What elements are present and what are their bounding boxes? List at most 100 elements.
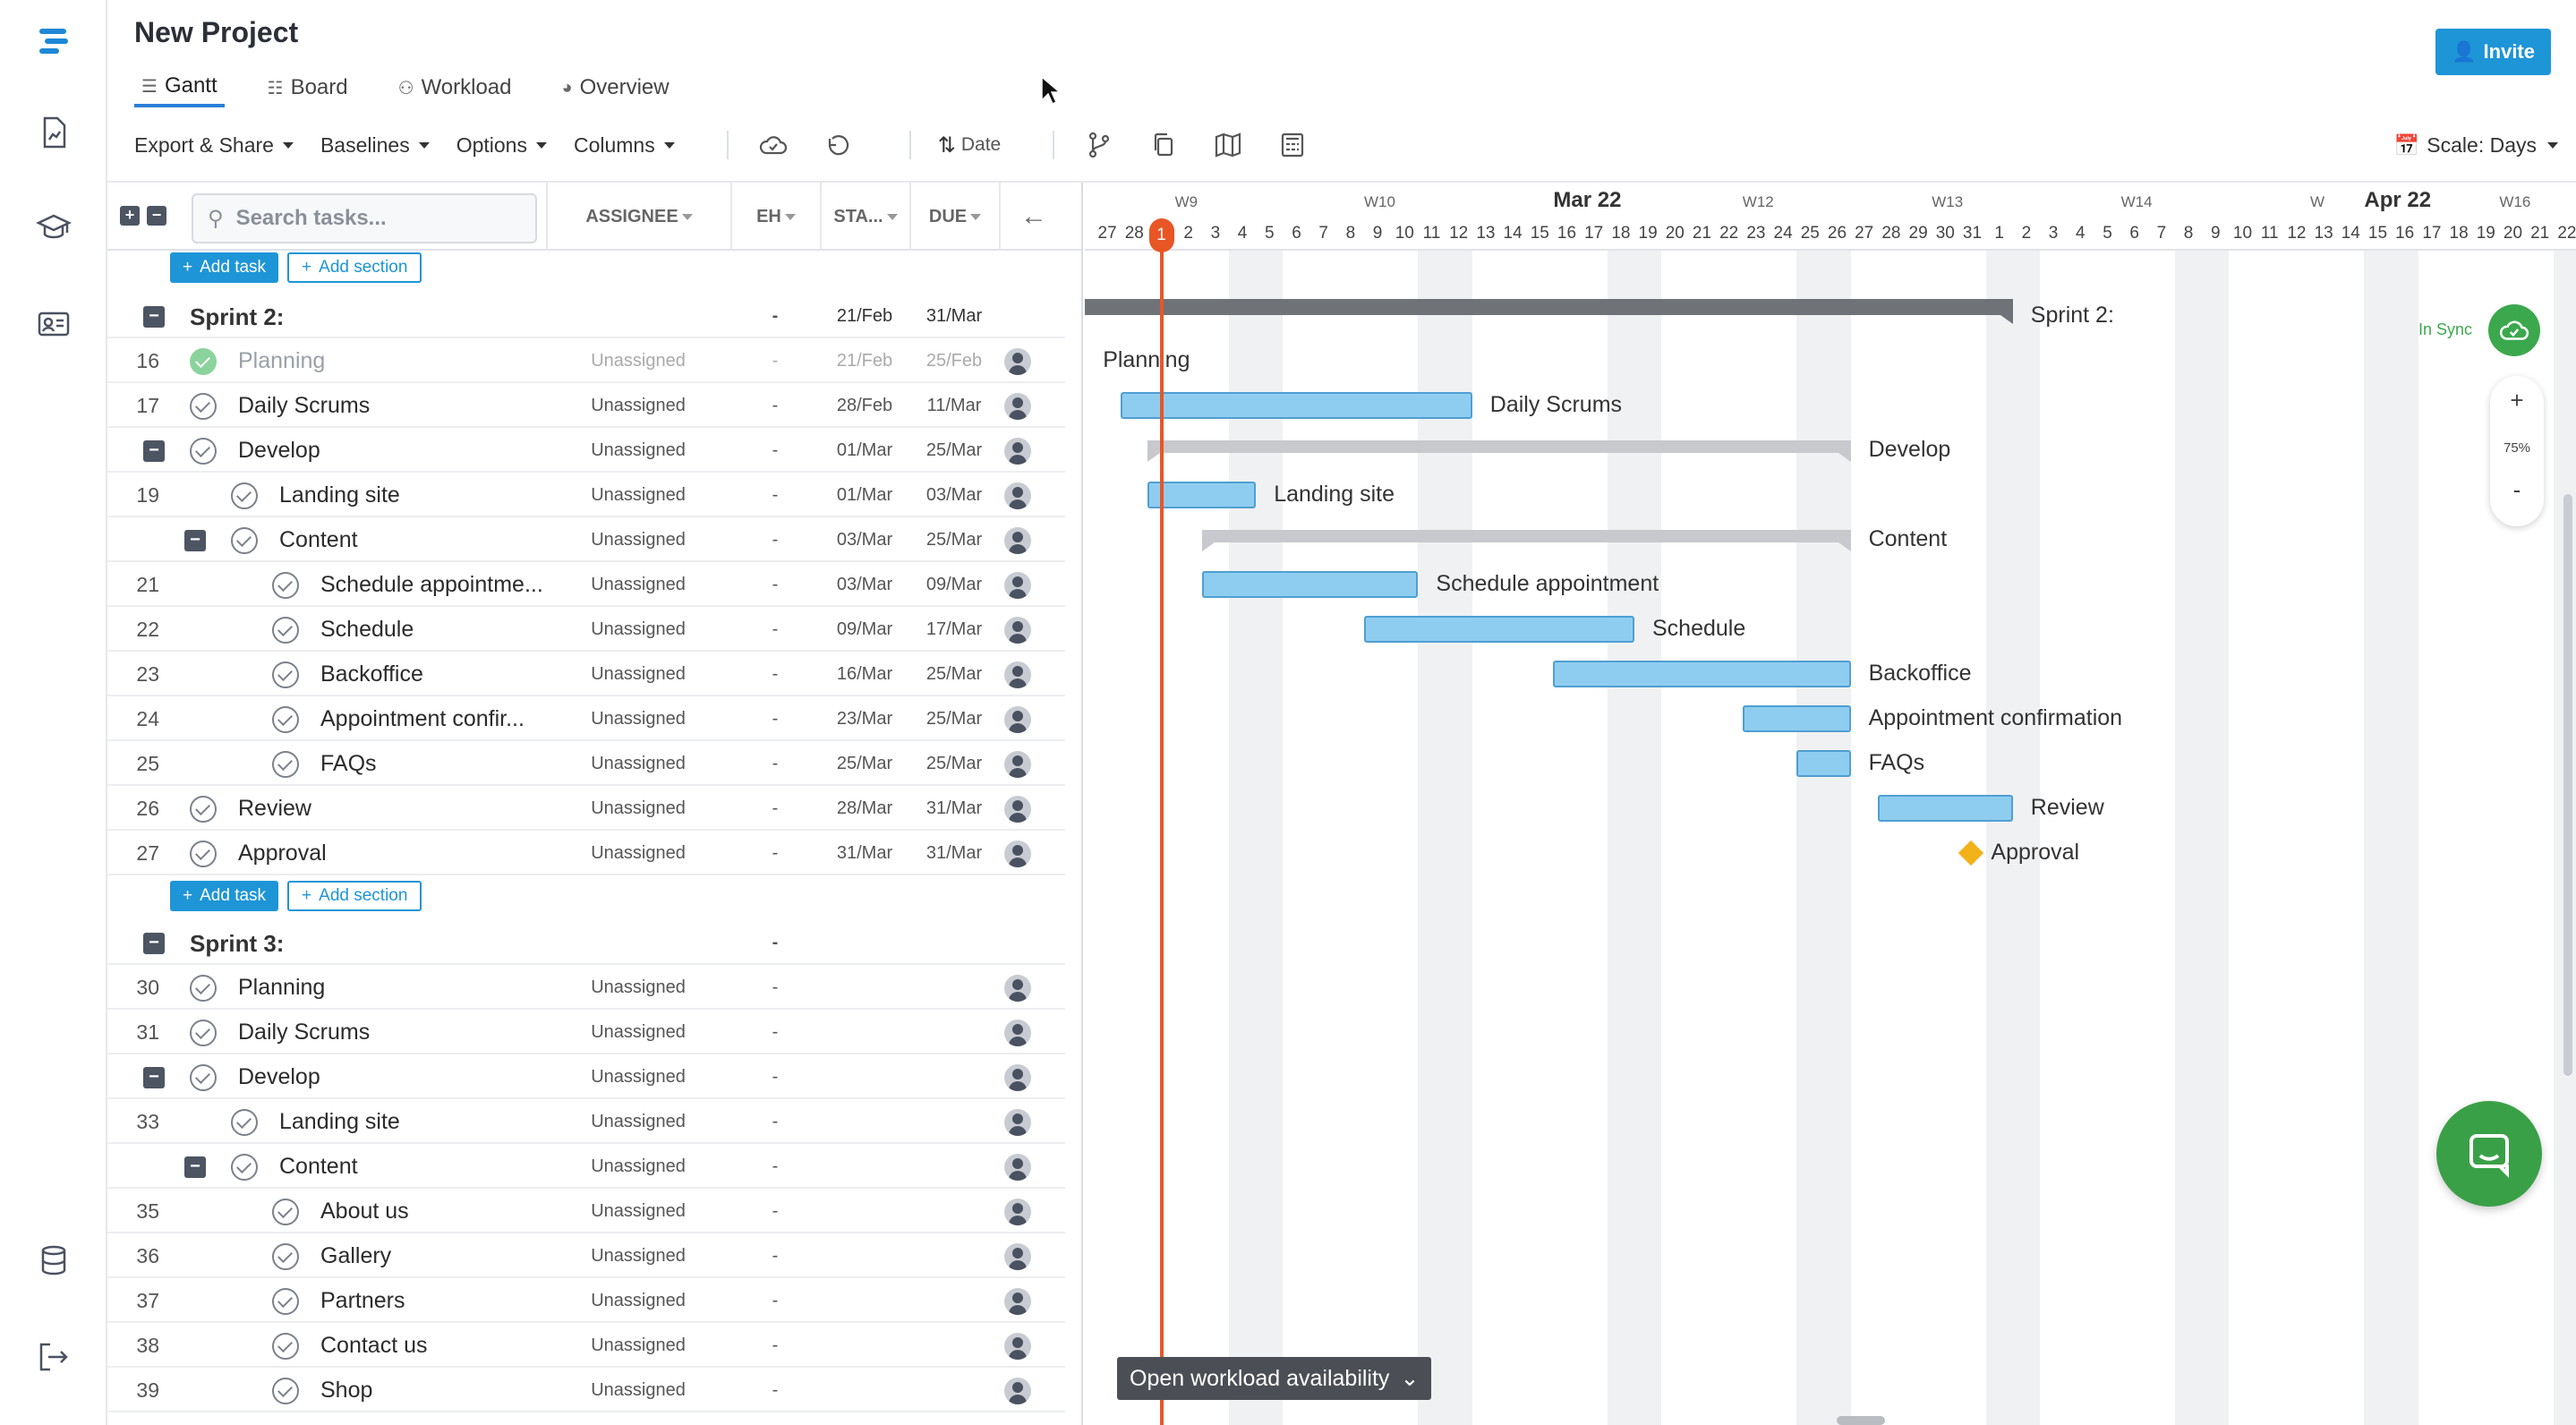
columns-menu[interactable]: Columns — [574, 133, 675, 158]
eh-cell[interactable]: - — [772, 843, 779, 863]
due-cell[interactable]: 25/Mar — [925, 440, 983, 460]
avatar[interactable] — [1004, 1333, 1031, 1360]
task-name[interactable]: Daily Scrums — [238, 393, 371, 418]
start-cell[interactable]: 01/Mar — [836, 485, 893, 505]
avatar[interactable] — [1004, 1199, 1031, 1225]
table-row[interactable]: 25 FAQs Unassigned - 25/Mar 25/Mar — [107, 741, 1065, 786]
export-share-menu[interactable]: Export & Share — [134, 133, 294, 158]
task-name[interactable]: Backoffice — [320, 661, 423, 687]
complete-checkbox[interactable] — [272, 751, 299, 778]
map-icon[interactable] — [1210, 127, 1246, 163]
collapse-group-button[interactable]: − — [184, 1156, 206, 1178]
task-name[interactable]: Approval — [238, 840, 327, 866]
complete-checkbox[interactable] — [231, 1154, 258, 1181]
due-cell[interactable]: 03/Mar — [925, 485, 983, 505]
start-cell[interactable]: 28/Mar — [836, 798, 893, 818]
section-row[interactable]: − Sprint 2: - 21/Feb 31/Mar — [107, 294, 1065, 338]
avatar[interactable] — [1004, 527, 1031, 554]
branch-icon[interactable] — [1081, 127, 1117, 163]
table-row[interactable]: 21 Schedule appointme... Unassigned - 03/Mar… — [107, 562, 1065, 607]
complete-checkbox[interactable] — [231, 482, 258, 509]
complete-checkbox[interactable] — [190, 1020, 217, 1046]
assignee-cell[interactable]: Unassigned — [591, 440, 686, 460]
assignee-cell[interactable]: Unassigned — [591, 1201, 686, 1221]
zoom-in-button[interactable]: + — [2510, 387, 2524, 414]
open-workload-button[interactable]: Open workload availability ⌄ — [1117, 1357, 1432, 1400]
table-row[interactable]: 22 Schedule Unassigned - 09/Mar 17/Mar — [107, 607, 1065, 652]
complete-checkbox[interactable] — [190, 348, 217, 375]
table-row[interactable]: 23 Backoffice Unassigned - 16/Mar 25/Mar — [107, 652, 1065, 696]
section-row[interactable]: − Sprint 3: - — [107, 920, 1065, 965]
task-name[interactable]: Content — [279, 527, 358, 552]
complete-checkbox[interactable] — [272, 706, 299, 733]
expand-all-button[interactable]: + — [120, 206, 140, 226]
avatar[interactable] — [1004, 1064, 1031, 1091]
add-section-button[interactable]: + Add section — [287, 252, 422, 283]
due-cell[interactable]: 09/Mar — [925, 575, 983, 594]
start-cell[interactable]: 31/Mar — [836, 843, 893, 863]
collapse-group-button[interactable]: − — [184, 530, 206, 551]
table-row[interactable]: 30 Planning Unassigned - — [107, 965, 1065, 1010]
task-name[interactable]: Shop — [320, 1378, 373, 1403]
due-cell[interactable]: 17/Mar — [925, 619, 983, 639]
academy-icon[interactable] — [32, 206, 75, 249]
avatar[interactable] — [1004, 840, 1031, 867]
eh-cell[interactable]: - — [772, 709, 779, 729]
task-name[interactable]: Landing site — [279, 482, 400, 508]
vertical-scrollbar[interactable] — [2563, 494, 2572, 1076]
complete-checkbox[interactable] — [272, 1288, 299, 1315]
avatar[interactable] — [1004, 1378, 1031, 1404]
start-cell[interactable]: 25/Mar — [836, 754, 893, 773]
assignee-cell[interactable]: Unassigned — [591, 798, 686, 818]
collapse-section-button[interactable]: − — [143, 306, 165, 328]
eh-cell[interactable]: - — [772, 664, 779, 684]
table-row[interactable]: 24 Appointment confir... Unassigned - 23/Mar… — [107, 696, 1065, 741]
complete-checkbox[interactable] — [272, 1243, 299, 1270]
collapse-group-button[interactable]: − — [143, 1067, 165, 1088]
tab-workload[interactable]: ⚇ Workload — [397, 75, 512, 99]
eh-cell[interactable]: - — [772, 351, 779, 371]
gantt-task-bar[interactable] — [1201, 571, 1419, 598]
eh-cell[interactable]: - — [772, 1112, 779, 1131]
search-input[interactable]: ⚲ Search tasks... — [192, 193, 537, 243]
sync-button[interactable] — [2488, 304, 2540, 356]
complete-checkbox[interactable] — [272, 1333, 299, 1360]
tab-board[interactable]: ☷ Board — [267, 75, 348, 99]
table-row[interactable]: 39 Shop Unassigned - — [107, 1368, 1065, 1412]
table-row[interactable]: − Develop Unassigned - 01/Mar 25/Mar — [107, 428, 1065, 473]
complete-checkbox[interactable] — [190, 975, 217, 1002]
table-row[interactable]: 35 About us Unassigned - — [107, 1189, 1065, 1233]
start-cell[interactable]: 09/Mar — [836, 619, 893, 639]
milestone-diamond[interactable] — [1958, 840, 1984, 866]
assignee-cell[interactable]: Unassigned — [591, 754, 686, 773]
collapse-all-button[interactable]: − — [147, 206, 166, 226]
gantt-summary-bar[interactable] — [1147, 440, 1851, 462]
table-row[interactable]: 31 Daily Scrums Unassigned - — [107, 1010, 1065, 1054]
due-cell[interactable]: 25/Mar — [925, 664, 983, 684]
assignee-cell[interactable]: Unassigned — [591, 1380, 686, 1400]
start-cell[interactable]: 16/Mar — [836, 664, 893, 684]
gantt-task-bar[interactable] — [1364, 616, 1634, 643]
task-name[interactable]: FAQs — [320, 751, 377, 776]
eh-cell[interactable]: - — [772, 977, 779, 997]
assignee-cell[interactable]: Unassigned — [591, 1067, 686, 1087]
due-cell[interactable]: 31/Mar — [925, 798, 983, 818]
gantt-task-bar[interactable] — [1147, 482, 1257, 508]
complete-checkbox[interactable] — [272, 661, 299, 688]
column-start[interactable]: STA... — [820, 183, 909, 251]
table-row[interactable]: 33 Landing site Unassigned - — [107, 1099, 1065, 1144]
complete-checkbox[interactable] — [190, 393, 217, 420]
task-name[interactable]: Gallery — [320, 1243, 392, 1268]
column-eh[interactable]: EH — [730, 183, 820, 251]
complete-checkbox[interactable] — [190, 796, 217, 823]
assignee-cell[interactable]: Unassigned — [591, 619, 686, 639]
task-name[interactable]: Planning — [238, 348, 326, 373]
avatar[interactable] — [1004, 617, 1031, 644]
options-menu[interactable]: Options — [456, 133, 547, 158]
eh-cell[interactable]: - — [772, 1291, 779, 1310]
collapse-group-button[interactable]: − — [143, 440, 165, 462]
eh-cell[interactable]: - — [772, 619, 779, 639]
complete-checkbox[interactable] — [231, 527, 258, 554]
start-cell[interactable]: 28/Feb — [836, 396, 893, 415]
eh-cell[interactable]: - — [772, 1201, 779, 1221]
